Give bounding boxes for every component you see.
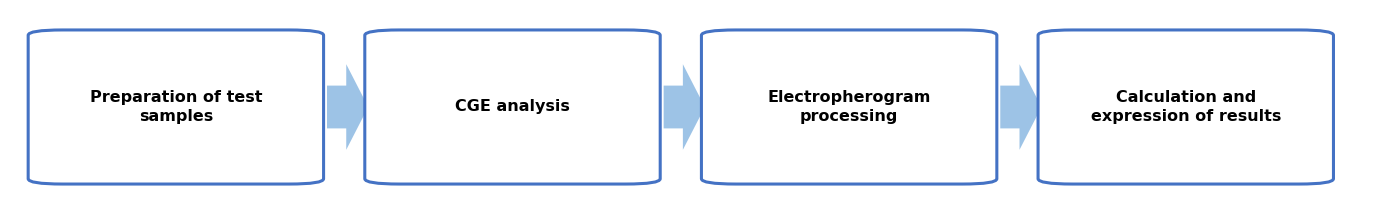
Text: Calculation and
expression of results: Calculation and expression of results (1091, 90, 1281, 124)
Polygon shape (664, 64, 705, 150)
FancyBboxPatch shape (29, 30, 324, 184)
FancyBboxPatch shape (1039, 30, 1333, 184)
FancyBboxPatch shape (701, 30, 996, 184)
FancyBboxPatch shape (365, 30, 661, 184)
Polygon shape (1000, 64, 1041, 150)
Text: CGE analysis: CGE analysis (455, 100, 570, 114)
Text: Preparation of test
samples: Preparation of test samples (89, 90, 262, 124)
Text: Electropherogram
processing: Electropherogram processing (768, 90, 930, 124)
Polygon shape (327, 64, 368, 150)
